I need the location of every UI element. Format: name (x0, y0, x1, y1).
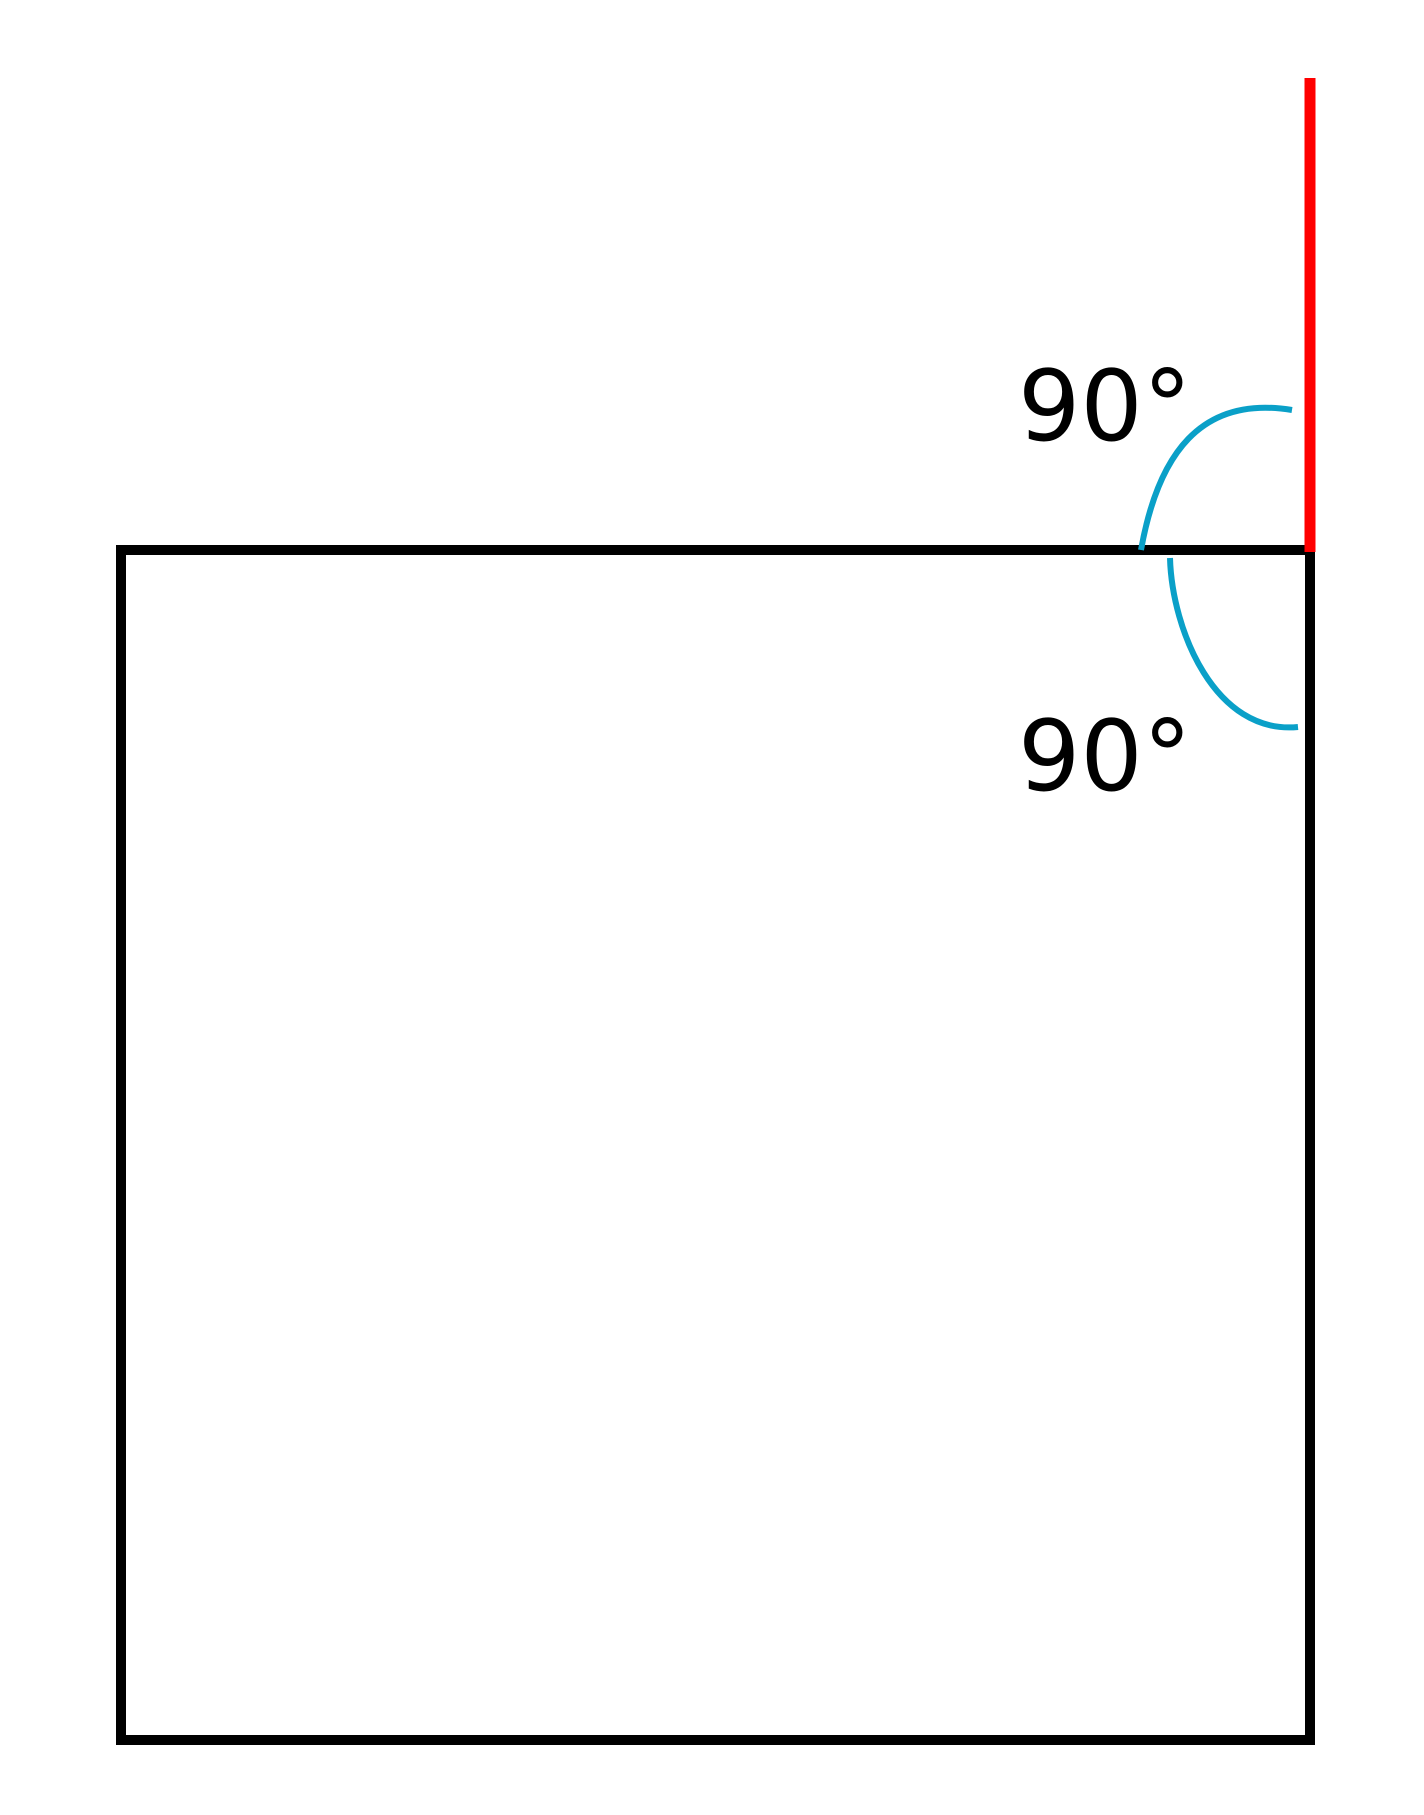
exterior-angle-label: 90° (1018, 350, 1192, 464)
interior-angle-arc (1167, 557, 1299, 731)
square-outline (116, 545, 1315, 1745)
exterior-angle-arc (1138, 404, 1293, 551)
interior-angle-label: 90° (1018, 700, 1192, 814)
